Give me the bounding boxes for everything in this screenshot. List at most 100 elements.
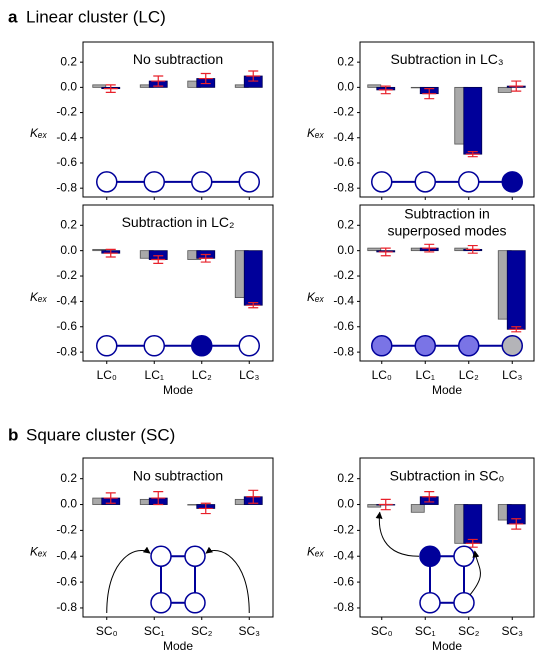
- y-tick-label: -0.2: [56, 523, 77, 537]
- diagram-node: [458, 335, 480, 357]
- y-tick-label: -0.4: [56, 548, 77, 562]
- y-tick-label: -0.8: [333, 344, 354, 358]
- diagram-node: [414, 335, 436, 357]
- x-tick-label: LC₂: [192, 368, 212, 382]
- plot-frame: [359, 41, 535, 198]
- error-bar: [151, 255, 166, 264]
- y-tick-label: -0.4: [333, 548, 354, 562]
- x-tick-label: LC₃: [239, 368, 259, 382]
- bar: [92, 84, 107, 88]
- diagram-node: [453, 592, 475, 614]
- diagram-node: [184, 545, 206, 567]
- diagram-node: [143, 171, 165, 193]
- y-tick-label: 0.0: [337, 497, 354, 511]
- y-tick-label: 0.2: [60, 217, 77, 231]
- diagram-node: [458, 171, 480, 193]
- error-bar: [246, 489, 261, 504]
- diagram-node: [371, 171, 393, 193]
- diagram-node: [143, 335, 165, 357]
- diagram-node: [191, 335, 213, 357]
- y-tick-label: -0.4: [56, 294, 77, 308]
- diagram-node: [238, 335, 260, 357]
- y-tick-label: 0.0: [60, 497, 77, 511]
- y-tick-label: 0.0: [337, 80, 354, 94]
- diagram-node: [414, 171, 436, 193]
- error-bar: [509, 326, 524, 333]
- error-bar: [198, 72, 213, 85]
- error-bar: [465, 151, 480, 158]
- diagram-arrow: [375, 511, 420, 557]
- y-tick-label: -0.4: [333, 294, 354, 308]
- y-tick-label: -0.8: [56, 180, 77, 194]
- y-tick-label: 0.0: [337, 243, 354, 257]
- error-bar: [246, 70, 261, 82]
- bar: [367, 247, 382, 252]
- x-tick-label: SC₃: [238, 624, 260, 638]
- x-tick-label: LC₀: [97, 368, 117, 382]
- diagram-node: [238, 171, 260, 193]
- y-axis-label: Kₑₓ: [307, 545, 325, 559]
- x-tick-label: SC₀: [96, 624, 118, 638]
- error-bar: [509, 80, 524, 92]
- section-title: Square cluster (SC): [26, 425, 175, 444]
- panel-title: Subtraction in LC₃: [390, 51, 503, 67]
- diagram-arrow: [106, 546, 151, 614]
- diagram-node: [184, 592, 206, 614]
- diagram-node: [191, 171, 213, 193]
- bar: [410, 504, 425, 513]
- error-bar: [378, 247, 393, 257]
- error-bar: [198, 502, 213, 515]
- diagram-node: [419, 592, 441, 614]
- y-tick-label: -0.8: [333, 180, 354, 194]
- panel-title: superposed modes: [387, 223, 506, 239]
- x-tick-label: LC₀: [372, 368, 392, 382]
- y-tick-label: 0.2: [337, 54, 354, 68]
- x-tick-label: SC₂: [458, 624, 480, 638]
- bar: [367, 504, 382, 508]
- diagram-link: [429, 555, 465, 604]
- y-tick-label: -0.6: [333, 155, 354, 169]
- plot-frame: [82, 41, 274, 198]
- error-bar: [378, 498, 393, 511]
- y-tick-label: 0.0: [60, 243, 77, 257]
- y-tick-label: -0.8: [333, 600, 354, 614]
- error-bar: [151, 75, 166, 87]
- diagram-node: [501, 335, 523, 357]
- x-axis-label: Mode: [163, 639, 193, 653]
- bar: [463, 86, 483, 155]
- error-bar: [422, 491, 437, 503]
- y-tick-label: -0.6: [333, 574, 354, 588]
- y-tick-label: 0.0: [60, 80, 77, 94]
- y-tick-label: -0.2: [56, 268, 77, 282]
- error-bar: [198, 253, 213, 263]
- x-tick-label: SC₀: [371, 624, 393, 638]
- y-tick-label: -0.2: [333, 268, 354, 282]
- bar: [497, 86, 512, 93]
- plot-frame: [82, 457, 274, 618]
- diagram-node: [501, 171, 523, 193]
- section-title: Linear cluster (LC): [26, 7, 166, 26]
- error-bar: [151, 491, 166, 506]
- diagram-node: [371, 335, 393, 357]
- diagram-node: [96, 335, 118, 357]
- y-tick-label: -0.6: [56, 155, 77, 169]
- y-tick-label: 0.2: [337, 471, 354, 485]
- y-axis-label: Kₑₓ: [30, 545, 48, 559]
- y-tick-label: -0.6: [333, 319, 354, 333]
- diagram-node: [453, 545, 475, 567]
- x-tick-label: SC₁: [415, 624, 436, 638]
- bar: [463, 504, 483, 544]
- diagram-node: [96, 171, 118, 193]
- error-bar: [509, 518, 524, 530]
- y-axis-label: Kₑₓ: [30, 126, 48, 140]
- diagram-arrow: [205, 546, 250, 614]
- error-bar: [103, 248, 118, 258]
- diagram-node: [150, 592, 172, 614]
- x-tick-label: SC₁: [144, 624, 165, 638]
- bar: [506, 250, 526, 330]
- error-bar: [103, 492, 118, 504]
- x-tick-label: LC₃: [502, 368, 522, 382]
- y-tick-label: -0.4: [56, 130, 77, 144]
- error-bar: [465, 244, 480, 254]
